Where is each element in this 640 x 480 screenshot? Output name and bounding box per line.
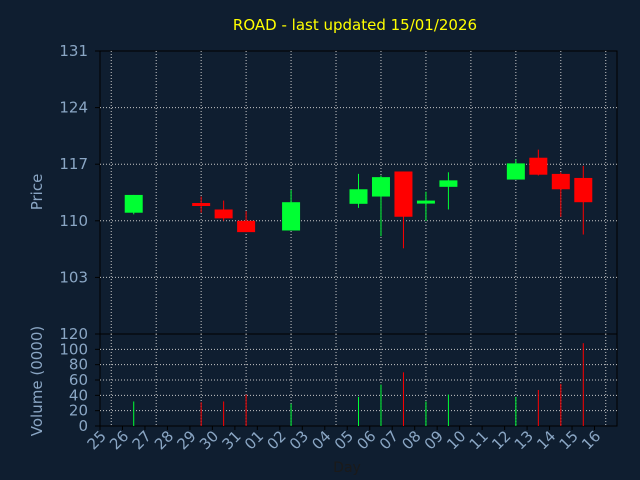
candle-body (349, 189, 368, 204)
price-tick-label: 124 (59, 99, 88, 117)
volume-axis-label: Volume (0000) (28, 326, 46, 436)
price-tick-label: 110 (59, 212, 88, 230)
price-tick-label: 131 (59, 42, 88, 60)
price-tick-label: 117 (59, 155, 88, 173)
candle-body (237, 220, 256, 233)
volume-tick-label: 20 (69, 402, 88, 420)
candle-body (124, 194, 143, 213)
volume-tick-label: 100 (59, 340, 88, 358)
x-axis: 2526272829303101020304050607080910111213… (84, 426, 604, 453)
candle-body (529, 157, 548, 175)
x-axis-label: Day (333, 460, 361, 476)
candle-body (506, 163, 525, 180)
candle-body (371, 177, 390, 197)
candle-body (394, 171, 413, 217)
chart-title: ROAD - last updated 15/01/2026 (233, 16, 477, 34)
volume-tick-label: 80 (69, 356, 88, 374)
volume-tick-label: 60 (69, 371, 88, 389)
candle-body (192, 203, 211, 207)
candle-body (282, 202, 301, 231)
candle-body (574, 177, 593, 203)
candle-body (214, 209, 233, 219)
volume-tick-label: 120 (59, 325, 88, 343)
candle-body (551, 173, 570, 190)
price-panel: 103 110 117 124 131 (59, 42, 618, 335)
price-tick-label: 103 (59, 268, 88, 286)
volume-tick-label: 40 (69, 386, 88, 404)
price-axis-label: Price (28, 174, 46, 211)
volume-tick-label: 0 (78, 417, 88, 435)
candle-body (439, 180, 458, 187)
candle-body (416, 200, 435, 204)
